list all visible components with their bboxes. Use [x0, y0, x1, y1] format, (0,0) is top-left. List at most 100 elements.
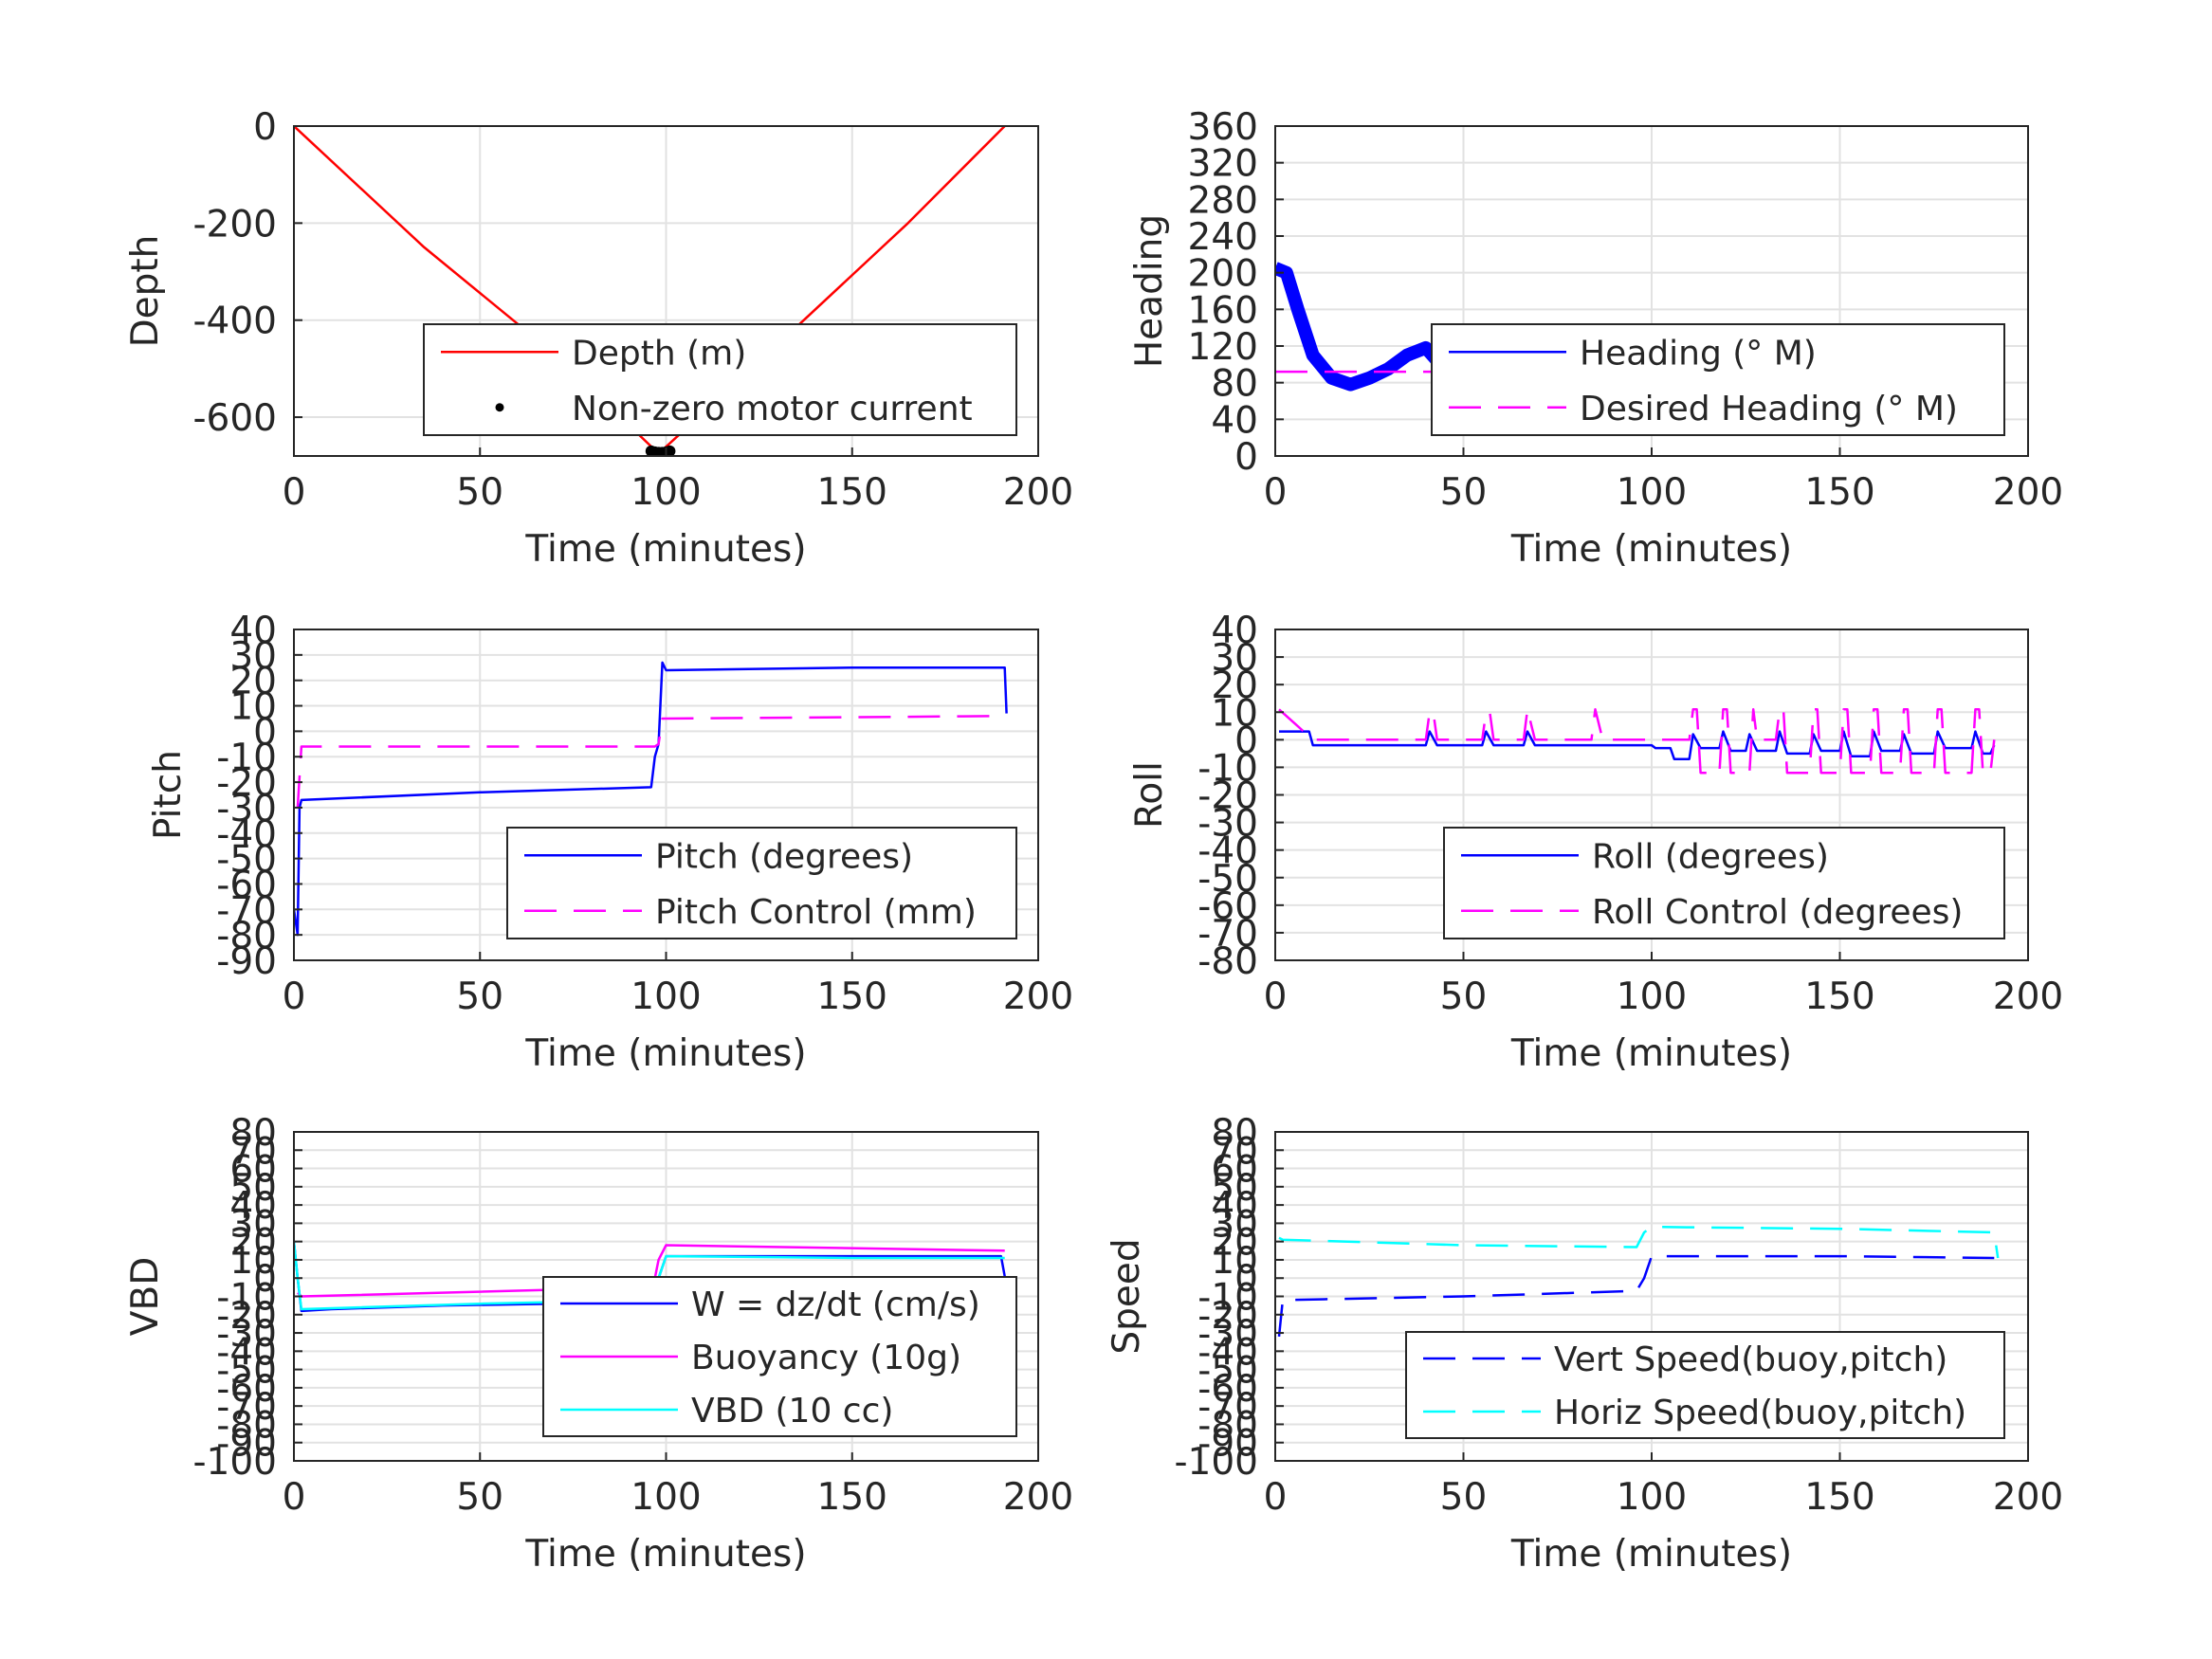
- x-tick-label: 150: [817, 1476, 887, 1519]
- y-tick-label: -40: [216, 1331, 277, 1374]
- y-tick-label: -70: [216, 889, 277, 932]
- y-tick-label: 0: [1234, 436, 1258, 479]
- y-tick-label: 40: [1211, 610, 1258, 652]
- x-tick-label: 200: [1993, 471, 2063, 514]
- y-tick-label: 360: [1188, 106, 1258, 149]
- y-tick-label: -50: [1197, 1350, 1258, 1393]
- y-tick-label: 10: [229, 1240, 277, 1283]
- y-tick-label: 30: [1211, 637, 1258, 680]
- x-tick-label: 200: [1003, 975, 1073, 1018]
- y-tick-label: -40: [1197, 1331, 1258, 1374]
- y-tick-label: -10: [216, 1277, 277, 1320]
- legend-label: Depth (m): [572, 334, 746, 373]
- x-tick-label: 50: [1440, 975, 1488, 1018]
- y-tick-label: -50: [216, 839, 277, 882]
- y-tick-label: -100: [1174, 1441, 1258, 1484]
- y-tick-label: -60: [1197, 1368, 1258, 1411]
- y-tick-label: -80: [1197, 1404, 1258, 1447]
- y-tick-label: 50: [1211, 1167, 1258, 1210]
- x-tick-label: 100: [631, 975, 701, 1018]
- legend-marker: [495, 403, 504, 412]
- y-axis-label: Pitch: [147, 750, 190, 840]
- legend-label: Pitch Control (mm): [655, 893, 977, 932]
- series-line-1: [1278, 1225, 2000, 1259]
- y-tick-label: -80: [216, 915, 277, 957]
- y-tick-label: -20: [216, 1295, 277, 1338]
- y-tick-label: -20: [1197, 1295, 1258, 1338]
- y-tick-label: -10: [1197, 747, 1258, 790]
- y-tick-label: -600: [192, 397, 277, 440]
- x-tick-label: 50: [456, 471, 503, 514]
- legend-label: Non-zero motor current: [572, 390, 973, 428]
- y-tick-label: 20: [1211, 665, 1258, 707]
- y-tick-label: 80: [229, 1112, 277, 1155]
- y-axis-label: VBD: [124, 1257, 167, 1336]
- subplot-speed: 0 50 100 150 200-100-90-80-70-60-50-40-30-20…: [1106, 1112, 2063, 1576]
- y-tick-label: -70: [1197, 913, 1258, 956]
- y-tick-label: 200: [1188, 253, 1258, 296]
- x-tick-label: 150: [817, 975, 887, 1018]
- x-tick-label: 100: [1617, 471, 1687, 514]
- x-tick-label: 200: [1993, 1476, 2063, 1519]
- legend-box: [1431, 323, 2005, 436]
- y-tick-label: 0: [1234, 720, 1258, 762]
- x-tick-label: 0: [1264, 1476, 1288, 1519]
- y-tick-label: -70: [216, 1386, 277, 1429]
- x-tick-label: 50: [1440, 1476, 1488, 1519]
- y-tick-label: 40: [1211, 399, 1258, 442]
- series-group: [1277, 1225, 2000, 1338]
- legend: Pitch (degrees) Pitch Control (mm): [506, 827, 1017, 939]
- y-tick-label: -20: [216, 762, 277, 805]
- y-tick-label: 30: [1211, 1203, 1258, 1246]
- legend-box: [423, 323, 1017, 436]
- y-tick-label: -10: [216, 737, 277, 779]
- series-group: [1278, 708, 1996, 775]
- y-tick-label: 240: [1188, 216, 1258, 259]
- y-tick-label: 10: [229, 686, 277, 729]
- x-tick-label: 100: [1617, 1476, 1687, 1519]
- legend-label: Buoyancy (10g): [691, 1339, 961, 1377]
- x-axis-label: Time (minutes): [524, 1533, 806, 1576]
- x-tick-label: 50: [1440, 471, 1488, 514]
- x-axis-label: Time (minutes): [1510, 1533, 1792, 1576]
- x-tick-label: 150: [1804, 1476, 1874, 1519]
- y-tick-label: -80: [1197, 940, 1258, 983]
- subplot-depth: 0 50 100 150 200 -600 -400 -200 0 Time (minutes) D…: [124, 106, 1073, 571]
- legend-label: Vert Speed(buoy,pitch): [1554, 1340, 1947, 1379]
- y-tick-label: 320: [1188, 143, 1258, 186]
- x-tick-label: 100: [631, 471, 701, 514]
- x-axis-label: Time (minutes): [1510, 1032, 1792, 1075]
- y-tick-label: -40: [216, 813, 277, 856]
- y-tick-label: 40: [229, 610, 277, 652]
- subplot-heading: 0 50 100 150 20004080120160200240280320360Ti…: [1128, 106, 2063, 571]
- legend-label: Horiz Speed(buoy,pitch): [1554, 1394, 1966, 1432]
- y-tick-label: 120: [1188, 326, 1258, 369]
- x-tick-label: 100: [631, 1476, 701, 1519]
- y-tick-label: -30: [216, 1313, 277, 1356]
- y-tick-label: -90: [216, 940, 277, 983]
- y-tick-label: 60: [1211, 1149, 1258, 1192]
- subplot-roll: 0 50 100 150 200-80-70-60-50-40-30-20-100102…: [1128, 610, 2063, 1075]
- y-tick-label: 280: [1188, 179, 1258, 222]
- x-tick-label: 50: [456, 975, 503, 1018]
- x-axis-label: Time (minutes): [524, 1032, 806, 1075]
- y-tick-label: 0: [1234, 1258, 1258, 1301]
- y-tick-label: 60: [229, 1149, 277, 1192]
- y-tick-label: -30: [1197, 803, 1258, 846]
- y-tick-label: -60: [1197, 885, 1258, 928]
- y-tick-label: -20: [1197, 775, 1258, 818]
- y-tick-label: 40: [229, 1185, 277, 1228]
- y-tick-label: 20: [229, 661, 277, 703]
- legend: Vert Speed(buoy,pitch) Horiz Speed(buoy,p…: [1405, 1331, 2005, 1439]
- legend: Heading (° M) Desired Heading (° M): [1431, 323, 2005, 436]
- x-tick-label: 0: [1264, 471, 1288, 514]
- x-tick-label: 200: [1993, 975, 2063, 1018]
- y-tick-label: -30: [1197, 1313, 1258, 1356]
- x-tick-label: 0: [283, 471, 306, 514]
- y-tick-label: -60: [216, 864, 277, 906]
- x-tick-label: 150: [1804, 975, 1874, 1018]
- legend-box: [1405, 1331, 2005, 1439]
- y-tick-label: -70: [1197, 1386, 1258, 1429]
- legend-box: [506, 827, 1017, 939]
